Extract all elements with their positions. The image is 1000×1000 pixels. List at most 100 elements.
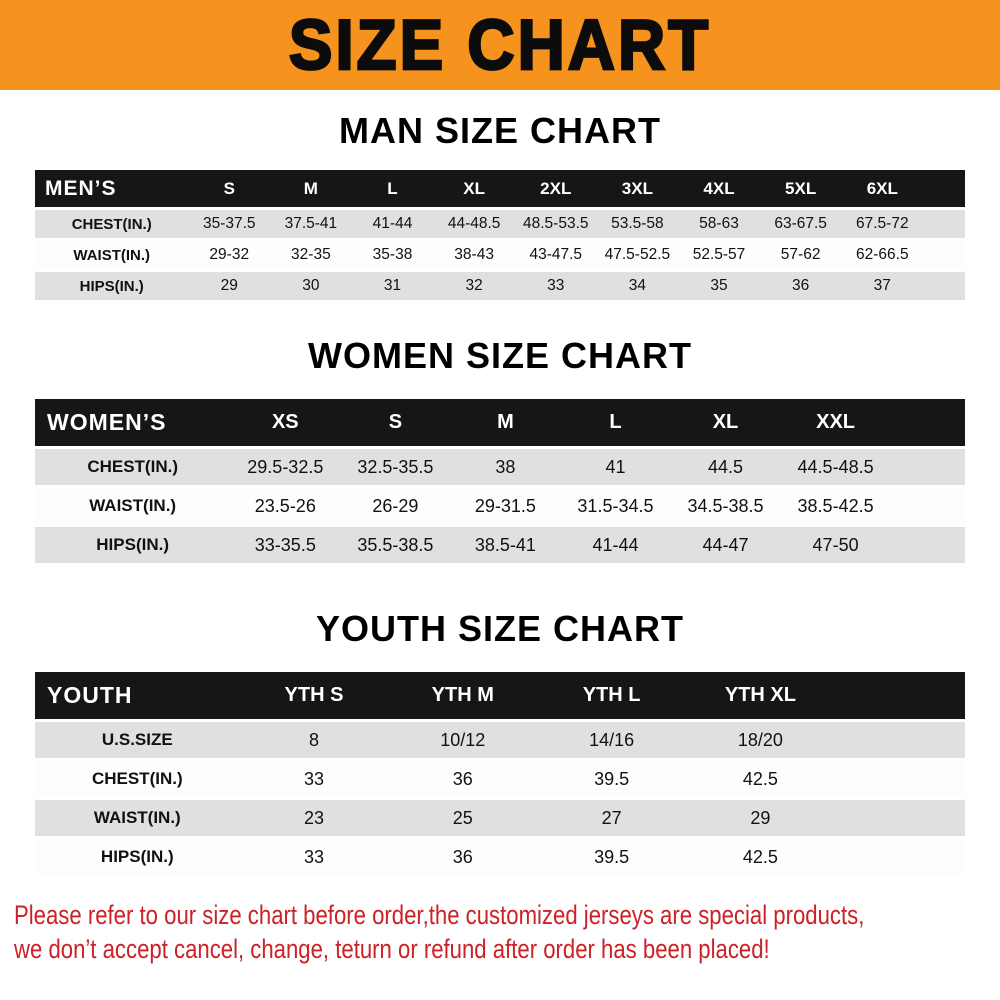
column-header: 6XL: [841, 170, 924, 210]
row-label: WAIST(IN.): [35, 488, 231, 527]
column-header: XL: [670, 399, 781, 449]
size-cell: 33-35.5: [230, 527, 341, 566]
banner-title: SIZE CHART: [288, 4, 712, 86]
size-cell: 32: [433, 272, 515, 303]
column-header: YTH XL: [685, 672, 835, 722]
table-row: HIPS(IN.) 33-35.5 35.5-38.5 38.5-41 41-44 44-…: [35, 527, 965, 566]
size-cell: 31.5-34.5: [560, 488, 671, 527]
row-label: CHEST(IN.): [35, 210, 189, 241]
man-size-table: MEN’S S M L XL 2XL 3XL 4XL 5XL 6XL CHEST(IN.) 35-37…: [35, 170, 965, 303]
table-row: HIPS(IN.) 29 30 31 32 33 34 35 36 37: [35, 272, 965, 303]
row-filler-cell: [834, 839, 965, 878]
size-cell: 47.5-52.5: [596, 241, 679, 272]
women-size-table-wrap: WOMEN’S XS S M L XL XXL CHEST(IN.) 29.5-32.5 32.5…: [0, 399, 1000, 566]
size-cell: 36: [759, 272, 842, 303]
size-cell: 32.5-35.5: [340, 449, 451, 488]
row-label: HIPS(IN.): [35, 527, 231, 566]
row-label: CHEST(IN.): [35, 449, 231, 488]
table-header-row: MEN’S S M L XL 2XL 3XL 4XL 5XL 6XL: [35, 170, 965, 210]
women-size-chart-section: WOMEN SIZE CHART WOMEN’S XS S M L XL XXL CHEST(…: [0, 335, 1000, 566]
row-filler-cell: [923, 210, 965, 241]
column-header: XXL: [780, 399, 891, 449]
column-header: 4XL: [678, 170, 760, 210]
size-cell: 18/20: [685, 722, 835, 761]
row-filler-cell: [834, 761, 965, 800]
header-filler-cell: [923, 170, 965, 210]
size-cell: 43-47.5: [514, 241, 597, 272]
row-filler-cell: [834, 800, 965, 839]
column-header: 2XL: [514, 170, 597, 210]
size-cell: 29: [685, 800, 835, 839]
size-cell: 34.5-38.5: [670, 488, 781, 527]
size-cell: 38-43: [433, 241, 515, 272]
size-cell: 37.5-41: [270, 210, 352, 241]
size-cell: 41: [560, 449, 671, 488]
row-filler-cell: [890, 449, 965, 488]
size-cell: 34: [596, 272, 679, 303]
size-cell: 37: [841, 272, 924, 303]
column-header: 3XL: [596, 170, 679, 210]
size-cell: 33: [239, 761, 389, 800]
row-filler-cell: [890, 527, 965, 566]
size-cell: 67.5-72: [841, 210, 924, 241]
youth-size-table-wrap: YOUTH YTH S YTH M YTH L YTH XL U.S.SIZE 8 10/12…: [0, 672, 1000, 878]
size-cell: 47-50: [780, 527, 891, 566]
size-cell: 63-67.5: [759, 210, 842, 241]
women-size-chart-heading: WOMEN SIZE CHART: [308, 335, 692, 376]
size-cell: 57-62: [759, 241, 842, 272]
table-row: HIPS(IN.) 33 36 39.5 42.5: [35, 839, 965, 878]
column-header: M: [450, 399, 561, 449]
size-cell: 8: [239, 722, 389, 761]
size-cell: 38.5-41: [450, 527, 561, 566]
size-cell: 41-44: [351, 210, 434, 241]
row-label: WAIST(IN.): [35, 800, 240, 839]
size-cell: 39.5: [537, 761, 686, 800]
size-cell: 36: [388, 761, 538, 800]
footer-notice-line-1: Please refer to our size chart before or…: [14, 900, 865, 930]
column-header: XS: [230, 399, 341, 449]
row-filler-cell: [923, 241, 965, 272]
footer-notice-line-2: we don’t accept cancel, change, teturn o…: [14, 934, 770, 964]
table-title-cell: YOUTH: [35, 672, 240, 722]
size-chart-banner: SIZE CHART: [0, 0, 1000, 90]
size-cell: 44-48.5: [433, 210, 515, 241]
man-size-chart-heading: MAN SIZE CHART: [339, 110, 661, 151]
column-header: XL: [433, 170, 515, 210]
row-label: U.S.SIZE: [35, 722, 240, 761]
size-cell: 29: [188, 272, 271, 303]
header-filler-cell: [890, 399, 965, 449]
table-title-cell: MEN’S: [35, 170, 189, 210]
size-cell: 33: [514, 272, 597, 303]
size-cell: 42.5: [685, 761, 835, 800]
column-header: YTH S: [239, 672, 389, 722]
column-header: L: [351, 170, 434, 210]
column-header: 5XL: [759, 170, 842, 210]
size-cell: 29-32: [188, 241, 271, 272]
row-filler-cell: [890, 488, 965, 527]
size-cell: 26-29: [340, 488, 451, 527]
row-label: HIPS(IN.): [35, 272, 189, 303]
size-cell: 42.5: [685, 839, 835, 878]
size-cell: 38.5-42.5: [780, 488, 891, 527]
column-header: S: [340, 399, 451, 449]
size-cell: 38: [450, 449, 561, 488]
header-filler-cell: [834, 672, 965, 722]
size-cell: 53.5-58: [596, 210, 679, 241]
youth-size-chart-section: YOUTH SIZE CHART YOUTH YTH S YTH M YTH L YTH…: [0, 608, 1000, 878]
table-header-row: WOMEN’S XS S M L XL XXL: [35, 399, 965, 449]
size-cell: 44.5: [670, 449, 781, 488]
size-cell: 10/12: [388, 722, 538, 761]
row-label: WAIST(IN.): [35, 241, 189, 272]
table-title-cell: WOMEN’S: [35, 399, 231, 449]
size-cell: 23: [239, 800, 389, 839]
table-row: WAIST(IN.) 29-32 32-35 35-38 38-43 43-47.5 47.…: [35, 241, 965, 272]
size-cell: 62-66.5: [841, 241, 924, 272]
table-row: WAIST(IN.) 23 25 27 29: [35, 800, 965, 839]
size-cell: 33: [239, 839, 389, 878]
table-row: WAIST(IN.) 23.5-26 26-29 29-31.5 31.5-34.5 34…: [35, 488, 965, 527]
youth-size-chart-heading: YOUTH SIZE CHART: [315, 608, 684, 649]
size-cell: 52.5-57: [678, 241, 760, 272]
row-label: HIPS(IN.): [35, 839, 240, 878]
footer-notice: Please refer to our size chart before or…: [0, 898, 1000, 966]
table-header-row: YOUTH YTH S YTH M YTH L YTH XL: [35, 672, 965, 722]
